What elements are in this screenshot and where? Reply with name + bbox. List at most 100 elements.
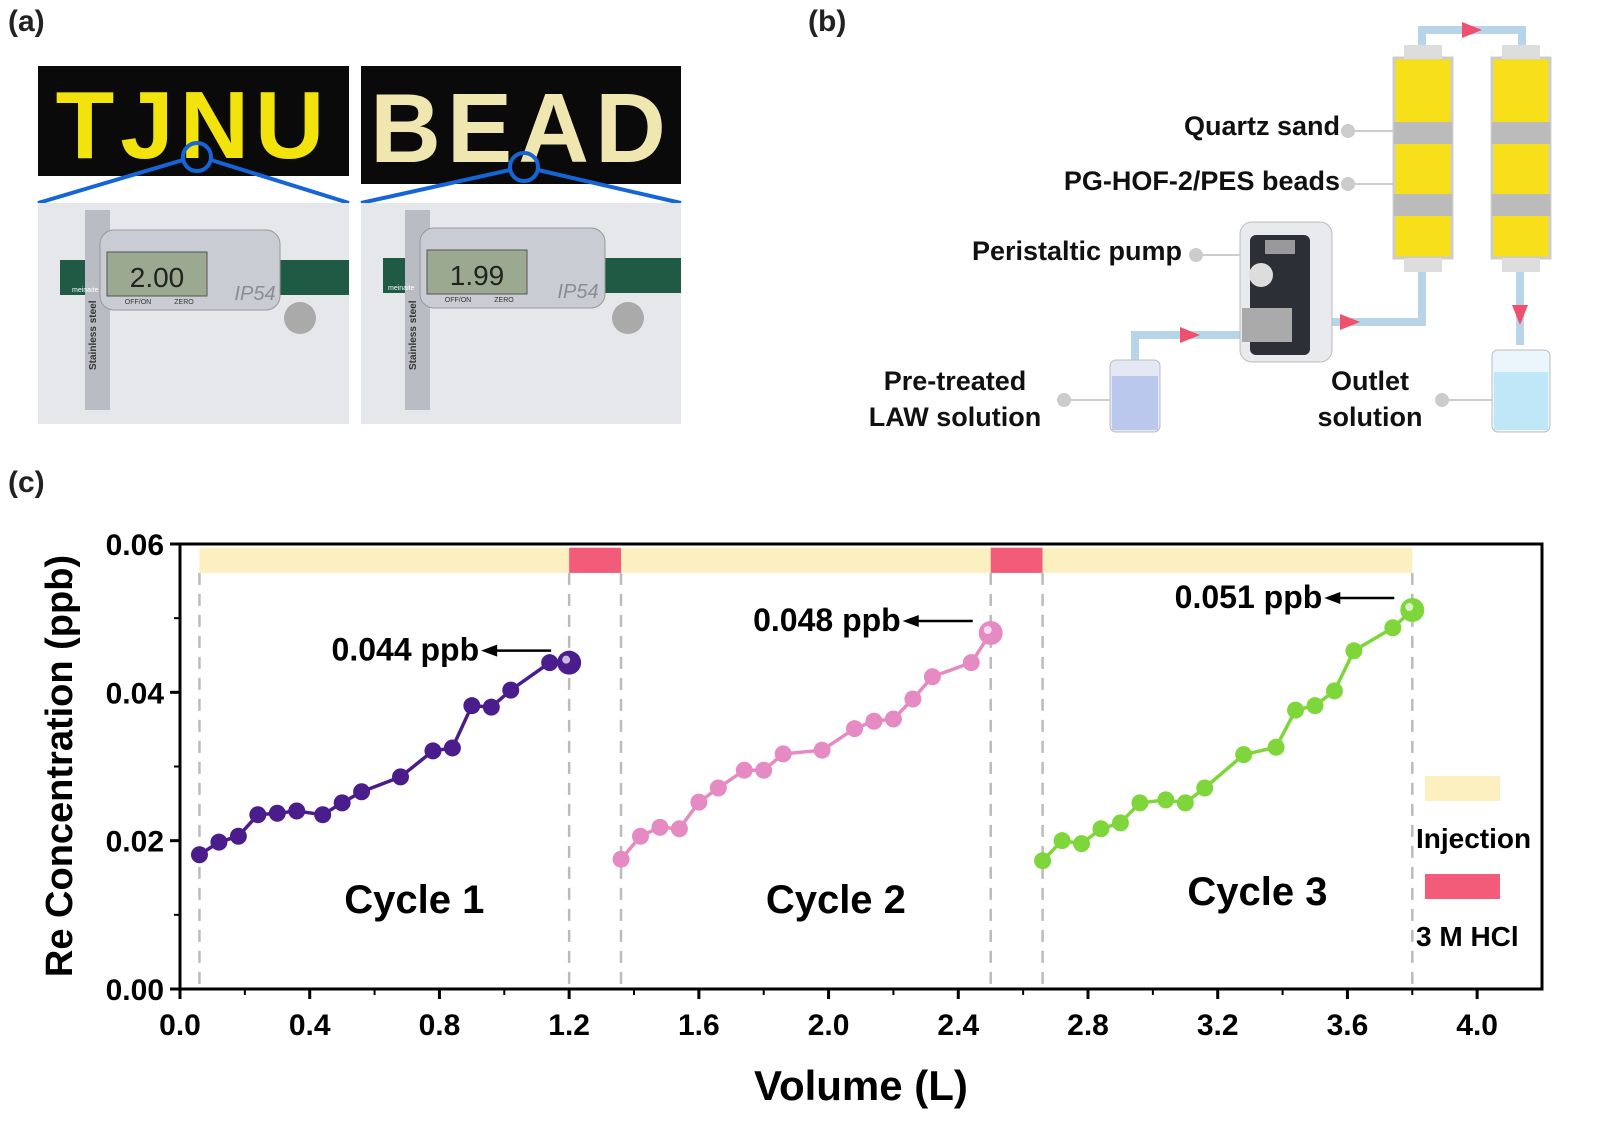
data-point	[1287, 701, 1305, 719]
y-tick-label-3: 0.06	[106, 529, 164, 562]
data-point	[755, 761, 773, 779]
annotation-peak-cycle-1: 0.044 ppb	[332, 632, 480, 668]
data-point	[865, 712, 883, 730]
caliper-button-off-on-left: OFF/ON	[125, 299, 151, 306]
data-point	[229, 827, 247, 845]
data-point	[268, 804, 286, 822]
x-tick-label-0: 0.0	[159, 1009, 201, 1042]
data-point	[314, 806, 332, 824]
y-axis-label: Re Concentration (ppb)	[39, 555, 81, 977]
tjnu-letters: TJNU	[56, 72, 331, 179]
data-point	[1267, 738, 1285, 756]
x-tick-label-8: 3.2	[1197, 1009, 1239, 1042]
data-point	[670, 820, 688, 838]
caliper-reading-right: 1.99	[450, 260, 505, 291]
data-point	[502, 681, 520, 699]
panel-label-c: (c)	[8, 466, 45, 499]
label-pump: Peristaltic pump	[971, 236, 1182, 266]
y-tick-label-2: 0.04	[106, 677, 165, 710]
data-point	[1111, 814, 1129, 832]
arrow-head-icon	[481, 644, 498, 657]
chart-re-concentration: 0.0 0.4 0.8 1.2 1.6 2.0 2.4 2.8 3.2 3.6 4.0 0.00 0.0…	[39, 529, 1544, 1109]
label-inlet: Pre-treated LAW solution	[868, 366, 1042, 432]
inlet-bottle	[1109, 359, 1161, 433]
annotation-peak-cycle-2: 0.048 ppb	[753, 602, 901, 638]
data-point	[631, 827, 649, 845]
x-tick-label-3: 1.2	[548, 1009, 590, 1042]
bead-bead-photo	[361, 66, 681, 184]
data-point	[443, 739, 461, 757]
data-point	[904, 690, 922, 708]
x-tick-label-7: 2.8	[1067, 1009, 1109, 1042]
data-point	[962, 654, 980, 672]
legend-label-0: Injection	[1416, 823, 1531, 854]
data-point	[1073, 835, 1091, 853]
data-point	[1176, 794, 1194, 812]
data-point	[846, 720, 864, 738]
highlight-point	[1405, 603, 1414, 612]
data-point	[353, 783, 371, 801]
data-point	[463, 697, 481, 715]
arrow-head-icon	[902, 615, 919, 627]
legend-swatch-0	[1425, 776, 1500, 801]
data-point	[1306, 697, 1324, 715]
data-point	[651, 818, 669, 836]
x-axis-label: Volume (L)	[754, 1062, 968, 1109]
data-point	[1157, 791, 1175, 809]
svg-text:IP54: IP54	[234, 283, 275, 305]
data-point	[884, 710, 902, 728]
data-point	[392, 768, 410, 786]
cycle-label-3: Cycle 3	[1187, 870, 1327, 914]
panel-label-a: (a)	[8, 5, 45, 38]
caliper-material-right: Stainless steel	[408, 300, 419, 370]
caliper-button-zero-right: ZERO	[494, 297, 514, 304]
caliper-brand-right: meinaite	[388, 285, 415, 292]
data-point	[1400, 598, 1425, 623]
caliper-material-left: Stainless steel	[88, 300, 99, 370]
highlight-point	[562, 655, 571, 664]
x-tick-label-10: 4.0	[1456, 1009, 1498, 1042]
data-point	[612, 850, 630, 868]
data-point	[690, 793, 708, 811]
magnify-circle-right	[508, 151, 540, 183]
x-tick-label-2: 0.8	[419, 1009, 461, 1042]
data-point	[482, 698, 500, 716]
legend-label-1: 3 M HCl	[1416, 921, 1519, 952]
column-1	[1392, 45, 1454, 272]
data-point	[923, 668, 941, 686]
data-point	[735, 761, 753, 779]
data-point	[978, 621, 1003, 645]
data-point	[1092, 820, 1110, 838]
cycle-label-1: Cycle 1	[344, 878, 484, 922]
caliper-button-zero-left: ZERO	[174, 299, 194, 306]
x-tick-label-9: 3.6	[1327, 1009, 1369, 1042]
data-point	[1196, 779, 1214, 797]
data-point	[190, 846, 208, 864]
data-point	[333, 794, 351, 812]
caliper-photo-right: Stainless steel meinaite 1.99 OFF/ON ZER…	[361, 203, 681, 424]
data-point	[210, 833, 228, 851]
x-tick-label-6: 2.4	[937, 1009, 979, 1042]
caliper-brand-left: meinaite	[72, 287, 99, 294]
flow-arrow-icon	[1462, 22, 1482, 38]
data-point	[541, 654, 559, 672]
label-beads: PG-HOF-2/PES beads	[1063, 166, 1340, 196]
peristaltic-pump	[1239, 221, 1333, 363]
legend-swatch-1	[1425, 874, 1500, 899]
outlet-bottle	[1491, 349, 1551, 433]
data-point	[557, 650, 582, 675]
highlight-point	[983, 626, 992, 634]
panel-label-b: (b)	[808, 5, 847, 38]
annotation-peak-cycle-3: 0.051 ppb	[1175, 579, 1323, 615]
data-point	[1034, 852, 1052, 870]
svg-text:IP54: IP54	[557, 281, 598, 303]
caliper-button-off-on-right: OFF/ON	[445, 297, 471, 304]
x-tick-label-1: 0.4	[289, 1009, 331, 1042]
x-tick-label-5: 2.0	[808, 1009, 850, 1042]
data-point	[424, 742, 442, 760]
label-outlet: Outlet solution	[1317, 366, 1423, 432]
label-quartz-sand: Quartz sand	[1183, 111, 1340, 141]
cycle-label-2: Cycle 2	[766, 878, 906, 922]
data-point	[709, 779, 727, 797]
